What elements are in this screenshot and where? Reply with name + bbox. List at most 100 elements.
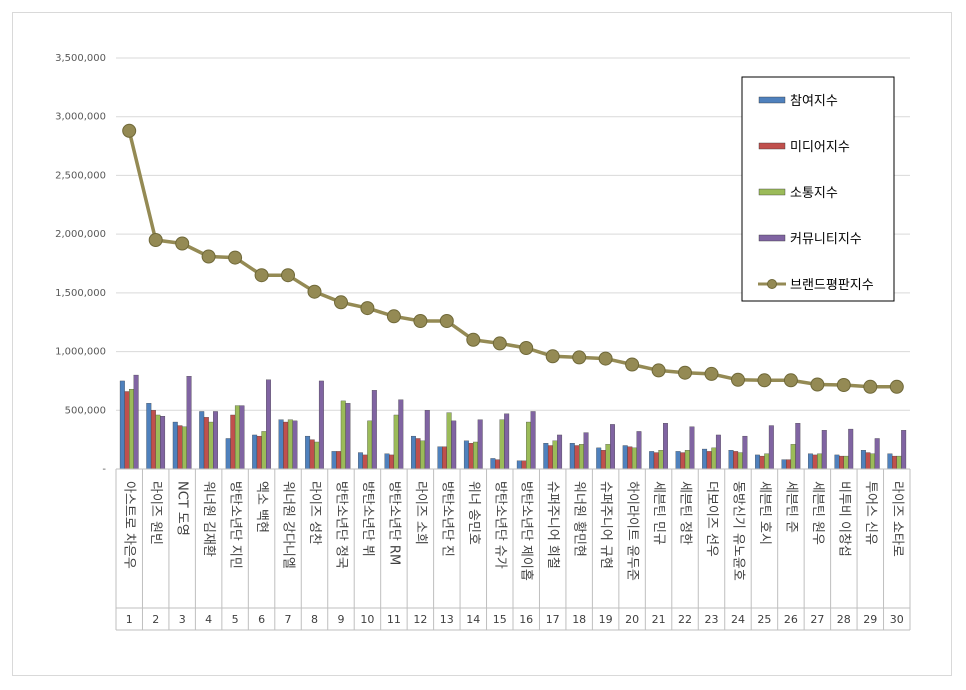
- bar: [702, 448, 708, 470]
- bar: [892, 455, 897, 470]
- bar: [636, 431, 642, 470]
- y-tick-label: 2,500,000: [55, 170, 106, 181]
- bar: [252, 434, 258, 470]
- bar: [658, 450, 664, 470]
- category-label: 워너원 김재환: [201, 481, 216, 557]
- rank-label: 7: [285, 613, 292, 626]
- category-label: 방탄소년단 제이홉: [519, 481, 534, 581]
- y-tick-label: 1,500,000: [55, 288, 106, 299]
- bar: [755, 454, 760, 470]
- bar: [345, 403, 351, 470]
- line-point: [466, 332, 481, 347]
- bar: [557, 434, 563, 470]
- rank-label: 28: [837, 613, 851, 626]
- bar: [684, 450, 690, 470]
- bar: [781, 459, 787, 470]
- line-point: [307, 284, 322, 299]
- line-point: [201, 249, 216, 264]
- rank-label: 15: [493, 613, 507, 626]
- bar: [437, 446, 443, 470]
- legend-swatch: [758, 188, 786, 196]
- rank-label: 2: [152, 613, 159, 626]
- bar: [812, 454, 818, 470]
- bar: [663, 423, 668, 470]
- line-point: [863, 379, 878, 394]
- bar: [124, 391, 130, 470]
- bar: [790, 444, 796, 470]
- rank-label: 24: [731, 613, 745, 626]
- brand-reputation-chart: - 500,000 1,000,000 1,500,000 2,000,000 2,500…: [55, 53, 911, 631]
- bar: [715, 434, 721, 470]
- rank-label: 11: [387, 613, 401, 626]
- bar: [499, 419, 505, 470]
- bar: [287, 419, 293, 470]
- bar: [199, 411, 205, 470]
- bar: [543, 443, 549, 470]
- category-label: 세븐틴 정한: [678, 481, 693, 545]
- rank-label: 4: [205, 613, 212, 626]
- bar: [874, 438, 880, 470]
- category-label: 세븐틴 원우: [810, 481, 825, 545]
- bar: [821, 430, 827, 470]
- bar: [711, 447, 717, 470]
- category-label: 라이즈 소희: [413, 481, 428, 545]
- bar: [680, 452, 686, 470]
- line-point: [545, 349, 560, 364]
- line-point: [254, 268, 269, 283]
- bar: [239, 405, 245, 470]
- line-point: [175, 236, 190, 251]
- category-label: 라이즈 쇼타로: [889, 481, 904, 557]
- bar: [706, 451, 712, 470]
- line-point: [360, 301, 375, 316]
- rank-label: 14: [466, 613, 480, 626]
- rank-label: 17: [546, 613, 560, 626]
- bar: [150, 410, 156, 470]
- bar: [451, 420, 457, 470]
- bar: [490, 458, 496, 470]
- rank-label: 6: [258, 613, 265, 626]
- bar: [463, 440, 469, 470]
- bar: [733, 451, 739, 470]
- category-label: 엑소 백현: [254, 481, 269, 533]
- line-point: [598, 351, 613, 366]
- bar: [596, 447, 602, 470]
- bar: [415, 438, 421, 470]
- category-label: 슈퍼주니어 규현: [598, 481, 613, 569]
- rank-label: 30: [890, 613, 904, 626]
- category-label: 세븐틴 호시: [757, 481, 772, 545]
- bar: [574, 445, 580, 470]
- category-label: 워너원 황민현: [572, 481, 587, 557]
- bar: [839, 455, 844, 470]
- category-label: 비투비 이창섭: [836, 481, 851, 557]
- bar: [468, 443, 474, 470]
- bar: [848, 428, 854, 470]
- legend-label: 커뮤니티지수: [790, 232, 862, 247]
- category-label: 동방신기 유노윤호: [731, 481, 746, 581]
- line-point: [334, 295, 348, 310]
- line-point: [651, 363, 666, 378]
- gridlines: [116, 57, 910, 411]
- bar: [420, 440, 426, 470]
- bar: [579, 444, 584, 470]
- bar: [870, 453, 876, 470]
- bar: [424, 410, 430, 470]
- rank-label: 26: [784, 613, 798, 626]
- bar: [182, 426, 187, 470]
- bar: [583, 432, 589, 470]
- y-tick-label: 1,000,000: [55, 347, 106, 358]
- line-point: [439, 314, 454, 328]
- bar: [605, 444, 611, 470]
- bar: [283, 421, 289, 470]
- line-point: [492, 336, 507, 351]
- rank-label: 10: [360, 613, 374, 626]
- bar: [314, 441, 320, 470]
- chart-frame: - 500,000 1,000,000 1,500,000 2,000,000 2,500…: [12, 12, 952, 676]
- bar: [834, 454, 840, 470]
- legend-label: 참여지수: [790, 94, 838, 109]
- y-tick-label: 3,500,000: [55, 53, 106, 64]
- line-point: [386, 309, 401, 324]
- bar: [795, 423, 801, 470]
- bar: [653, 452, 659, 470]
- rank-label: 9: [338, 613, 345, 626]
